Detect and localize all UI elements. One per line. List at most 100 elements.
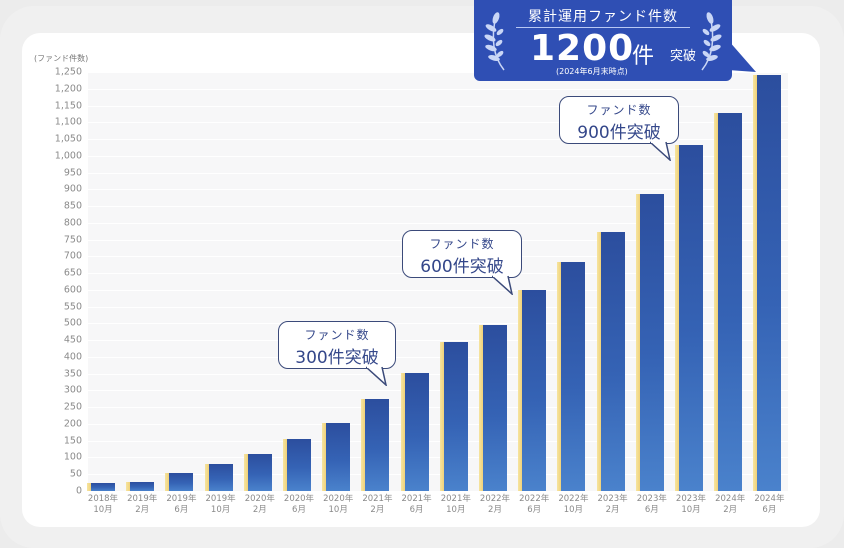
callout-600-tail xyxy=(492,275,513,295)
gridline xyxy=(88,222,788,224)
x-tick-label: 2020年 2月 xyxy=(244,494,275,515)
gridline xyxy=(88,491,788,492)
callout-900-line1: ファンド数 xyxy=(586,103,652,117)
bar xyxy=(243,454,272,491)
badge-unit: 件 xyxy=(632,44,655,69)
y-tick-label: 250 xyxy=(63,401,82,413)
y-tick-label: 550 xyxy=(63,301,82,313)
gridline xyxy=(88,139,788,141)
gridline xyxy=(88,72,788,73)
bar xyxy=(361,398,390,492)
callout-600-line2: 600件突破 xyxy=(420,257,504,277)
callout-900-line2: 900件突破 xyxy=(577,123,661,143)
gridline xyxy=(88,289,788,291)
y-tick-label: 650 xyxy=(63,267,82,279)
badge-tail xyxy=(728,40,756,72)
gridline xyxy=(88,323,788,325)
bar xyxy=(753,74,782,492)
y-tick-label: 50 xyxy=(69,468,82,480)
gridline xyxy=(88,440,788,442)
plot-area xyxy=(87,72,788,492)
x-tick-label: 2023年 10月 xyxy=(675,494,707,515)
y-tick-label: 300 xyxy=(63,384,82,396)
x-tick-label: 2023年 2月 xyxy=(597,494,628,515)
y-tick-label: 150 xyxy=(63,435,82,447)
bar xyxy=(400,373,429,491)
gridline xyxy=(88,390,788,392)
callout-900-tail xyxy=(650,141,671,161)
callout-300-line2: 300件突破 xyxy=(295,348,379,368)
cumulative-count-badge: 累計運用ファンド件数 1200 件 突破 (2024年6月末時点) xyxy=(474,0,732,81)
gridline xyxy=(88,172,788,174)
badge-title: 累計運用ファンド件数 xyxy=(528,9,678,25)
x-tick-label: 2024年 6月 xyxy=(754,494,785,515)
x-tick-label: 2019年 2月 xyxy=(127,494,158,515)
callout-900: ファンド数 900件突破 xyxy=(559,96,679,144)
bar xyxy=(635,193,664,492)
y-tick-label: 900 xyxy=(63,183,82,195)
x-tick-label: 2022年 2月 xyxy=(479,494,511,515)
y-tick-label: 400 xyxy=(63,351,82,363)
y-tick-label: 600 xyxy=(63,284,82,296)
bar xyxy=(283,439,311,491)
x-tick-label: 2019年 10月 xyxy=(205,494,236,515)
badge-suffix: 突破 xyxy=(670,49,697,64)
gridline xyxy=(88,423,788,425)
gridline xyxy=(88,155,788,157)
bar xyxy=(87,482,115,492)
y-tick-label: 700 xyxy=(63,250,82,262)
gridline xyxy=(88,407,788,409)
y-tick-label: 800 xyxy=(63,217,82,229)
y-tick-label: 950 xyxy=(63,167,82,179)
badge-divider xyxy=(516,27,690,28)
laurel-left-icon xyxy=(484,12,505,71)
x-tick-label: 2022年 6月 xyxy=(519,494,550,515)
gridline xyxy=(88,105,788,107)
y-tick-label: 1,100 xyxy=(54,116,82,128)
bar xyxy=(204,463,233,492)
badge-as-of: (2024年6月末時点) xyxy=(556,67,628,76)
bar xyxy=(557,261,586,492)
y-tick-label: 1,150 xyxy=(54,100,82,112)
y-tick-label: 450 xyxy=(63,334,82,346)
gridline xyxy=(88,189,788,191)
y-tick-label: 500 xyxy=(63,317,82,329)
x-tick-label: 2020年 6月 xyxy=(283,494,315,515)
badge-number: 1200 xyxy=(530,28,635,69)
y-tick-label: 850 xyxy=(63,200,82,212)
bar xyxy=(479,324,507,492)
gridline xyxy=(88,340,788,342)
y-tick-label: 200 xyxy=(63,418,82,430)
y-tick-label: 350 xyxy=(63,368,82,380)
gridline xyxy=(88,122,788,124)
callout-300: ファンド数 300件突破 xyxy=(278,321,396,369)
gridline xyxy=(88,373,788,375)
x-tick-label: 2021年 2月 xyxy=(362,494,393,515)
gridline xyxy=(88,457,788,459)
gridline xyxy=(88,306,788,308)
bar xyxy=(596,231,625,492)
x-tick-label: 2020年 10月 xyxy=(323,494,354,515)
callout-300-line1: ファンド数 xyxy=(304,328,370,342)
y-tick-label: 100 xyxy=(63,451,82,463)
callout-600: ファンド数 600件突破 xyxy=(402,230,522,278)
gridline xyxy=(88,206,788,208)
bar xyxy=(439,341,468,492)
bar xyxy=(714,112,743,492)
y-tick-label: 1,000 xyxy=(54,150,82,162)
laurel-right-icon xyxy=(701,12,722,71)
callout-300-tail xyxy=(366,366,387,386)
y-tick-label: 1,050 xyxy=(54,133,82,145)
callout-600-line1: ファンド数 xyxy=(429,237,495,251)
gridline xyxy=(88,356,788,358)
y-tick-label: 0 xyxy=(75,485,82,497)
x-tick-label: 2018年 10月 xyxy=(87,494,119,515)
y-tick-label: 750 xyxy=(63,234,82,246)
bar xyxy=(518,289,547,492)
gridline xyxy=(88,474,788,476)
bar xyxy=(675,144,703,492)
x-tick-label: 2023年 6月 xyxy=(636,494,667,515)
y-tick-label: 1,200 xyxy=(54,83,82,95)
y-tick-label: 1,250 xyxy=(54,66,82,78)
x-tick-label: 2019年 6月 xyxy=(166,494,197,515)
